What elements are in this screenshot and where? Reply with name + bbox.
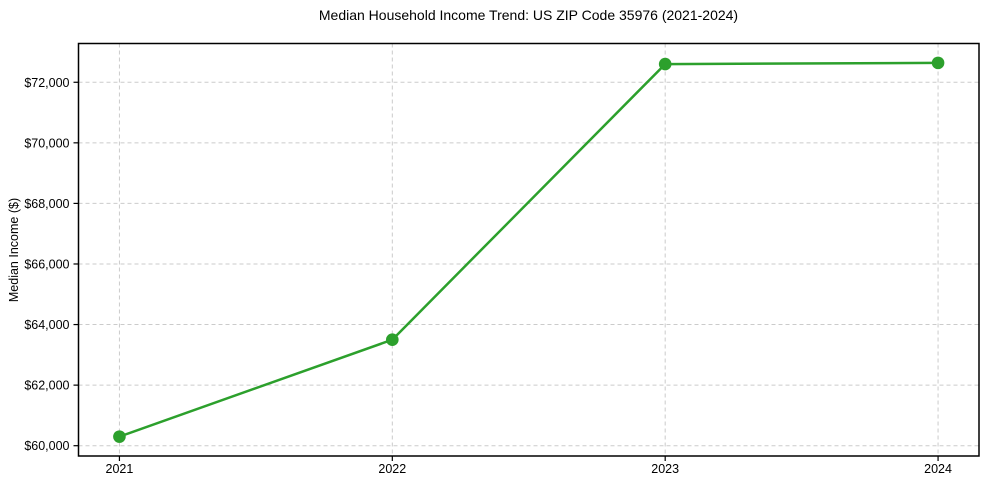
x-tick-label: 2024: [924, 462, 952, 476]
y-tick-label: $60,000: [24, 439, 69, 453]
x-tick-label: 2023: [651, 462, 679, 476]
series-line: [118, 61, 940, 438]
x-tick-label: 2022: [378, 462, 406, 476]
y-tick-label: $66,000: [24, 257, 69, 271]
data-point: [931, 56, 945, 70]
data-point: [386, 333, 399, 347]
data-point: [658, 57, 672, 71]
y-tick-label: $72,000: [24, 76, 69, 90]
y-tick-label: $62,000: [24, 379, 69, 393]
plot-frame: [77, 42, 980, 457]
x-tick-label: 2021: [106, 462, 134, 476]
y-tick-label: $64,000: [24, 318, 69, 332]
data-point: [113, 430, 126, 443]
chart-title: Median Household Income Trend: US ZIP Co…: [318, 7, 739, 23]
y-tick-label: $68,000: [24, 197, 69, 211]
y-tick-label: $70,000: [24, 136, 69, 150]
